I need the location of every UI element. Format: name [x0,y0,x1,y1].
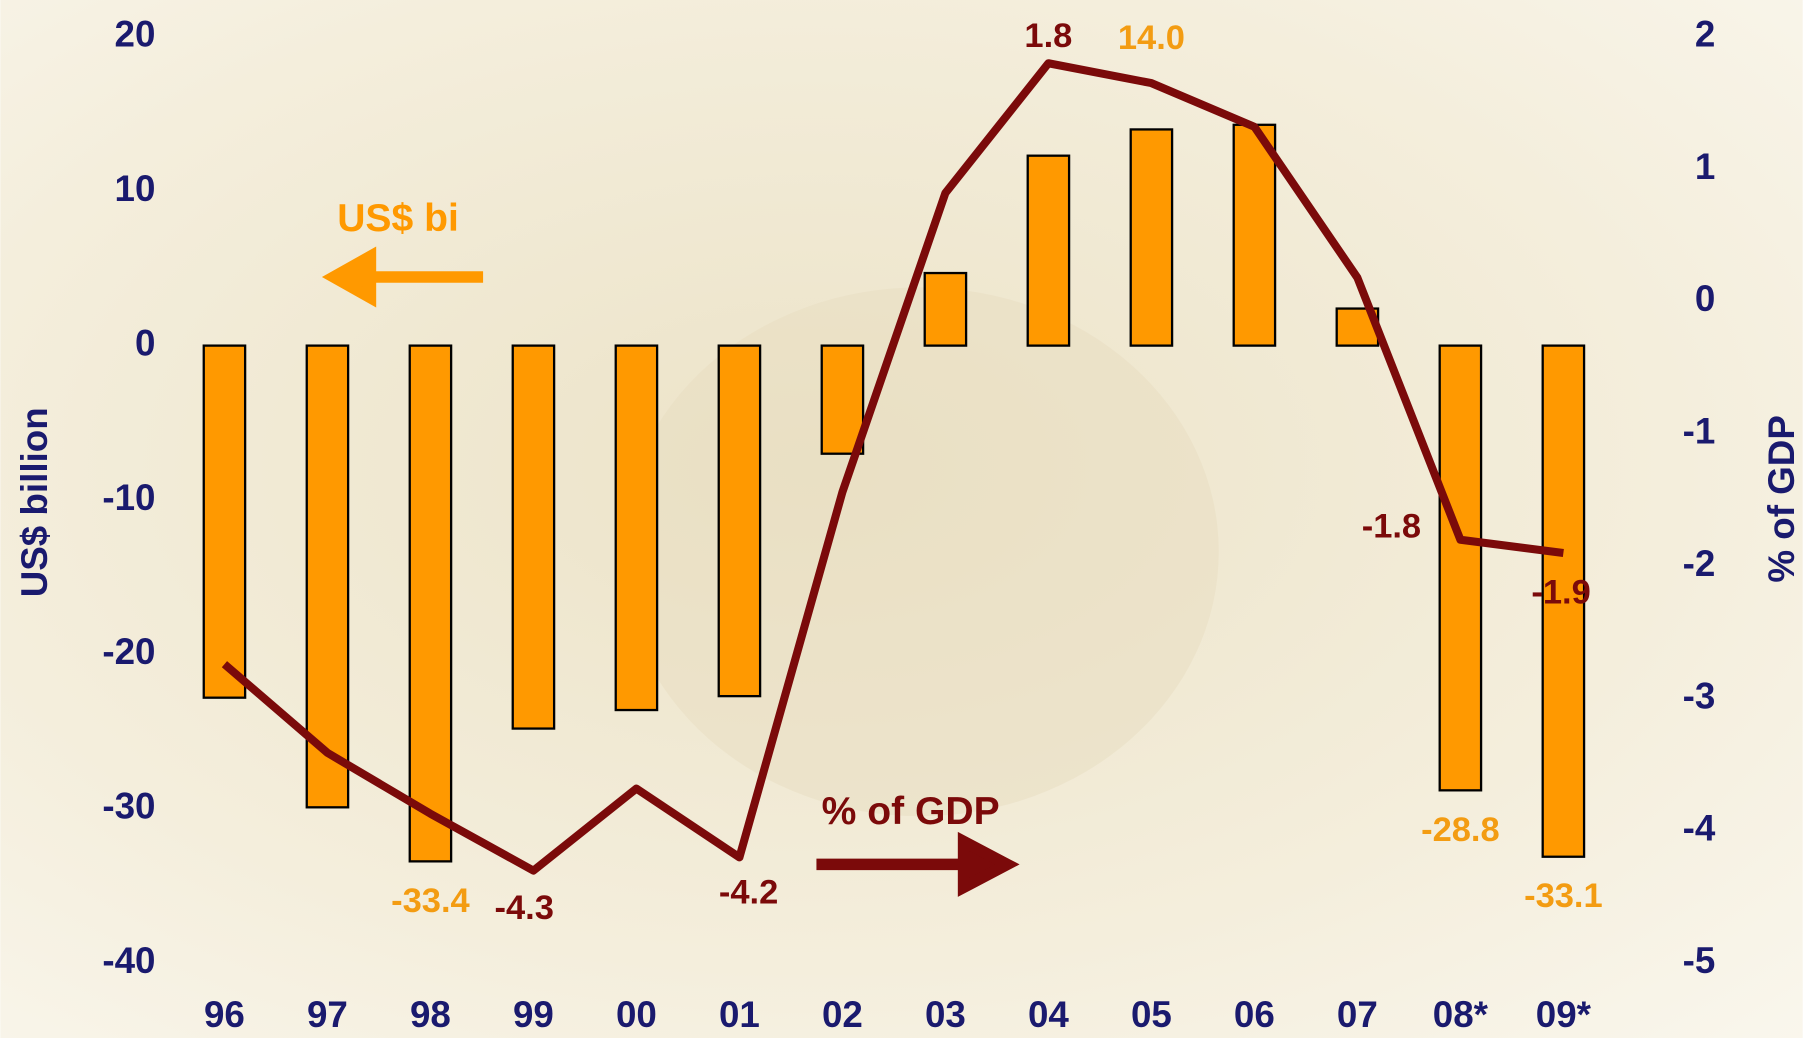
y-tick-label: -30 [102,786,155,827]
legend-arrow [816,831,1020,897]
bar [511,344,556,730]
data-label: -4.2 [719,873,778,911]
x-tick-label: 03 [925,994,966,1035]
y2-axis-title: % of GDP [1761,415,1802,583]
y2-tick-label: 0 [1695,278,1715,319]
x-tick-label: 06 [1234,994,1275,1035]
bar [1129,128,1174,347]
bar [1232,123,1277,347]
data-label: -33.4 [391,882,470,920]
legend-label: % of GDP [822,790,1000,833]
bar [1026,154,1071,347]
y-tick-label: -10 [102,477,155,518]
y-tick-label: 0 [135,322,155,363]
bar [717,344,762,698]
bar [1438,344,1483,792]
x-tick-label: 98 [410,994,451,1035]
x-tick-label: 05 [1131,994,1172,1035]
bar [923,271,968,347]
y2-tick-label: -5 [1683,940,1716,981]
data-label: -28.8 [1421,811,1500,849]
data-label: -4.3 [495,889,554,927]
y2-tick-label: -2 [1683,543,1716,584]
bar [614,344,659,712]
x-tick-label: 02 [822,994,863,1035]
y2-tick-label: -1 [1683,411,1716,452]
x-tick-label: 96 [204,994,245,1035]
y2-tick-label: 1 [1695,146,1715,187]
line [221,59,1564,875]
data-label: 1.8 [1024,17,1072,55]
y-axis-title: US$ billion [14,407,55,597]
legend-label: US$ bi [337,197,459,240]
data-label: 14.0 [1118,19,1185,57]
y2-tick-label: -4 [1683,808,1716,849]
x-tick-label: 04 [1028,994,1069,1035]
x-tick-label: 00 [616,994,657,1035]
x-tick-label: 08* [1433,994,1489,1035]
x-tick-label: 01 [719,994,760,1035]
x-tick-label: 09* [1536,994,1592,1035]
bar [305,344,350,809]
bar [1541,344,1586,858]
bar [820,344,865,455]
y-tick-label: 10 [115,168,156,209]
background-decor [621,287,1219,817]
x-tick-label: 97 [307,994,348,1035]
bar [408,344,453,863]
legend-arrow [321,246,484,308]
y2-tick-label: -3 [1683,675,1716,716]
data-label: -1.9 [1531,573,1590,611]
y2-tick-label: 2 [1695,14,1715,55]
y-tick-label: -40 [102,940,155,981]
data-label: -33.1 [1524,877,1603,915]
data-label: -1.8 [1362,507,1421,545]
x-tick-label: 99 [513,994,554,1035]
y-tick-label: -20 [102,631,155,672]
y-tick-label: 20 [115,14,156,55]
bar [202,344,247,699]
x-tick-label: 07 [1337,994,1378,1035]
